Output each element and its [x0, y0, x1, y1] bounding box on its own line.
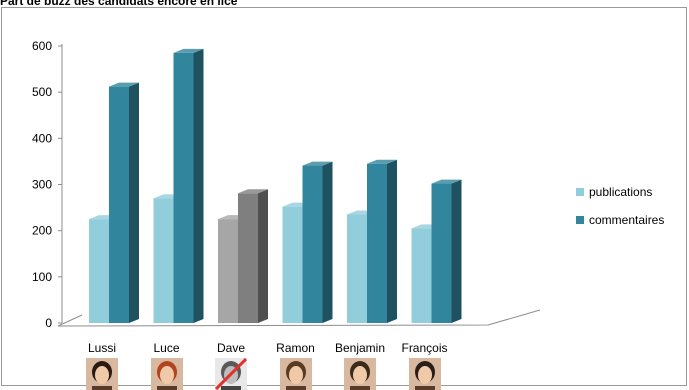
bar-commentaires-2[interactable]	[238, 189, 268, 323]
bar-commentaires-0[interactable]	[109, 82, 139, 323]
avatar-icon	[279, 358, 312, 390]
x-axis-floor	[57, 309, 541, 327]
bar-top-face	[238, 189, 268, 194]
bar-front-face	[282, 206, 303, 323]
x-tick-label: Benjamin	[334, 341, 386, 355]
bar-top-face	[367, 159, 397, 164]
avatar-icon	[86, 358, 118, 390]
legend: publications commentaires	[576, 178, 664, 234]
bar-side-face	[451, 179, 462, 323]
bar-front-face	[347, 214, 367, 323]
candidate-0: Lussi	[67, 341, 137, 390]
bar-front-face	[89, 219, 109, 323]
bar-side-face	[129, 82, 139, 323]
bar-front-face	[109, 86, 129, 323]
bar-front-face	[431, 183, 452, 323]
y-tick-label: 300	[32, 178, 52, 192]
y-tick-label: 200	[32, 224, 52, 238]
bar-commentaires-3[interactable]	[302, 161, 333, 323]
candidate-5: François	[390, 341, 460, 390]
bar-side-face	[258, 189, 268, 323]
candidate-4: Benjamin	[325, 341, 395, 390]
bar-commentaires-4[interactable]	[367, 159, 397, 323]
avatar-icon	[215, 358, 247, 390]
y-tick-label: 600	[32, 39, 52, 53]
bar-top-face	[431, 179, 462, 184]
avatar-icon	[150, 358, 183, 390]
x-tick-label: Ramon	[276, 341, 315, 355]
x-tick-label: François	[401, 341, 448, 355]
bar-top-face	[173, 48, 204, 53]
legend-item-commentaires[interactable]: commentaires	[576, 206, 664, 234]
bar-front-face	[218, 219, 238, 323]
bar-side-face	[387, 159, 397, 323]
bar-side-face	[322, 161, 333, 323]
x-axis-depth	[57, 314, 83, 327]
bar-front-face	[367, 163, 387, 323]
legend-swatch-commentaires	[576, 216, 584, 224]
bar-top-face	[302, 161, 333, 166]
bar-front-face	[411, 228, 432, 323]
bar-front-face	[238, 193, 258, 323]
bar-commentaires-1[interactable]	[173, 48, 204, 324]
chart-title: Part de buzz des candidats encore en lic…	[0, 0, 238, 8]
y-tick-label: 100	[32, 270, 52, 284]
legend-swatch-publications	[576, 188, 584, 196]
x-tick-label: Dave	[216, 341, 245, 355]
bar-side-face	[193, 48, 204, 324]
y-tick-label: 400	[32, 131, 52, 145]
candidate-3: Ramon	[261, 341, 331, 390]
bar-front-face	[173, 52, 194, 324]
bar-commentaires-5[interactable]	[431, 179, 462, 323]
legend-label-commentaires: commentaires	[589, 213, 665, 227]
y-tick-label: 500	[32, 85, 52, 99]
avatar-icon	[344, 358, 376, 390]
candidate-2: Dave	[196, 341, 266, 390]
bar-front-face	[153, 198, 174, 323]
legend-item-publications[interactable]: publications	[576, 178, 664, 206]
legend-label-publications: publications	[589, 185, 653, 199]
bar-top-face	[109, 82, 139, 87]
x-tick-label: Luce	[153, 341, 180, 355]
x-tick-label: Lussi	[87, 341, 116, 355]
y-tick-label: 0	[45, 316, 52, 330]
bar-front-face	[302, 165, 323, 323]
candidate-1: Luce	[132, 341, 202, 390]
avatar-icon	[408, 358, 441, 390]
